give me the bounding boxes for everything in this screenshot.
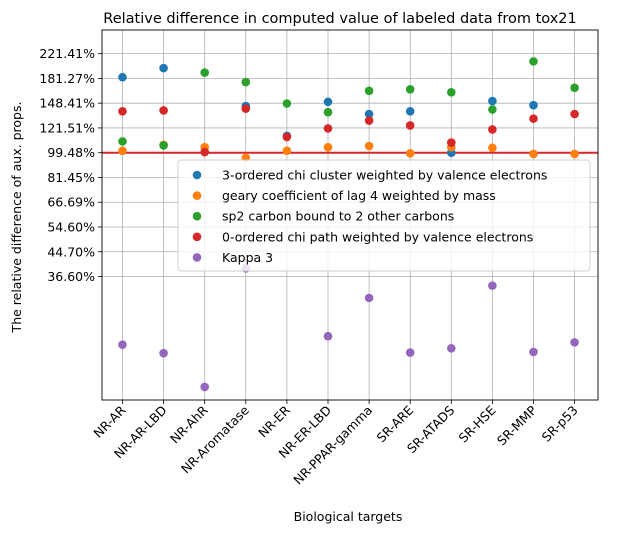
data-point bbox=[364, 116, 374, 125]
y-tick-label: 121.51% bbox=[39, 120, 95, 135]
data-point bbox=[118, 340, 127, 350]
y-tick-label: 36.60% bbox=[47, 269, 95, 284]
data-point bbox=[488, 105, 497, 114]
data-point bbox=[241, 104, 251, 113]
data-point bbox=[570, 109, 579, 119]
legend-label: sp2 carbon bound to 2 other carbons bbox=[222, 209, 454, 224]
data-point bbox=[529, 347, 538, 357]
y-tick-label: 99.48% bbox=[47, 145, 95, 160]
x-tick-label: SR-MMP bbox=[494, 402, 540, 448]
data-point bbox=[529, 100, 538, 110]
data-point bbox=[570, 149, 579, 159]
legend-box bbox=[177, 159, 591, 272]
data-point bbox=[570, 338, 579, 347]
data-point bbox=[200, 68, 209, 77]
data-points bbox=[118, 57, 579, 392]
legend-label: 3-ordered chi cluster weighted by valenc… bbox=[222, 168, 547, 183]
x-tick-label: SR-HSE bbox=[455, 402, 498, 445]
legend-marker bbox=[192, 232, 202, 242]
y-tick-label: 81.45% bbox=[47, 170, 95, 185]
data-point bbox=[405, 149, 415, 158]
legend-marker bbox=[192, 170, 202, 180]
data-point bbox=[364, 141, 374, 151]
data-point bbox=[159, 106, 168, 115]
data-point bbox=[159, 63, 168, 73]
data-point bbox=[364, 293, 374, 303]
legend-label: Kappa 3 bbox=[222, 250, 273, 265]
x-tick-label: NR-AR bbox=[90, 402, 128, 440]
legend-marker bbox=[192, 211, 202, 221]
data-point bbox=[447, 88, 456, 97]
data-point bbox=[159, 348, 168, 358]
y-tick-label: 148.41% bbox=[39, 96, 95, 111]
data-point bbox=[364, 86, 374, 96]
data-point bbox=[200, 382, 209, 392]
legend-label: 0-ordered chi path weighted by valence e… bbox=[222, 229, 533, 244]
data-point bbox=[447, 138, 456, 147]
y-tick-label: 44.70% bbox=[47, 244, 95, 259]
y-tick-label: 54.60% bbox=[47, 219, 95, 234]
data-point bbox=[405, 348, 415, 357]
data-point bbox=[570, 83, 579, 93]
legend: 3-ordered chi cluster weighted by valenc… bbox=[177, 159, 591, 272]
data-point bbox=[364, 109, 374, 119]
data-point bbox=[241, 77, 251, 87]
y-axis-label: The relative difference of aux. props. bbox=[9, 102, 24, 334]
data-point bbox=[282, 146, 292, 156]
x-tick-label: NR-ER bbox=[255, 402, 293, 440]
y-tick-label: 181.27% bbox=[39, 71, 95, 86]
data-point bbox=[529, 114, 538, 123]
data-point bbox=[282, 132, 292, 142]
legend-label: geary coefficient of lag 4 weighted by m… bbox=[222, 188, 496, 203]
data-point bbox=[323, 97, 333, 107]
data-point bbox=[323, 331, 333, 341]
data-point bbox=[200, 147, 209, 157]
data-point bbox=[488, 125, 497, 134]
y-tick-label: 66.69% bbox=[47, 195, 95, 210]
data-point bbox=[405, 85, 415, 94]
chart-title: Relative difference in computed value of… bbox=[103, 11, 576, 27]
x-axis-label: Biological targets bbox=[294, 509, 403, 524]
data-point bbox=[118, 146, 127, 156]
data-point bbox=[488, 143, 497, 153]
y-axis-ticks: 221.41% 181.27% 148.41% 121.51% 99.48% 81.45%… bbox=[39, 46, 102, 284]
plot-frame bbox=[101, 29, 599, 401]
data-point bbox=[488, 96, 497, 106]
data-point bbox=[323, 142, 333, 152]
data-point bbox=[323, 124, 333, 133]
data-point bbox=[159, 141, 168, 150]
x-tick-label: SR-p53 bbox=[539, 403, 581, 445]
data-point bbox=[447, 343, 456, 353]
data-point bbox=[529, 149, 538, 159]
data-point bbox=[405, 121, 415, 130]
x-tick-label: NR-PPAR-gamma bbox=[290, 403, 375, 488]
data-point bbox=[529, 57, 538, 66]
legend-marker bbox=[192, 253, 202, 262]
data-point bbox=[118, 72, 127, 82]
data-point bbox=[118, 106, 127, 116]
legend-marker bbox=[192, 191, 202, 200]
data-point bbox=[323, 107, 333, 117]
data-point bbox=[118, 137, 127, 146]
data-point bbox=[282, 99, 292, 108]
data-point bbox=[405, 106, 415, 116]
data-point bbox=[488, 281, 497, 290]
y-tick-label: 221.41% bbox=[39, 46, 95, 61]
